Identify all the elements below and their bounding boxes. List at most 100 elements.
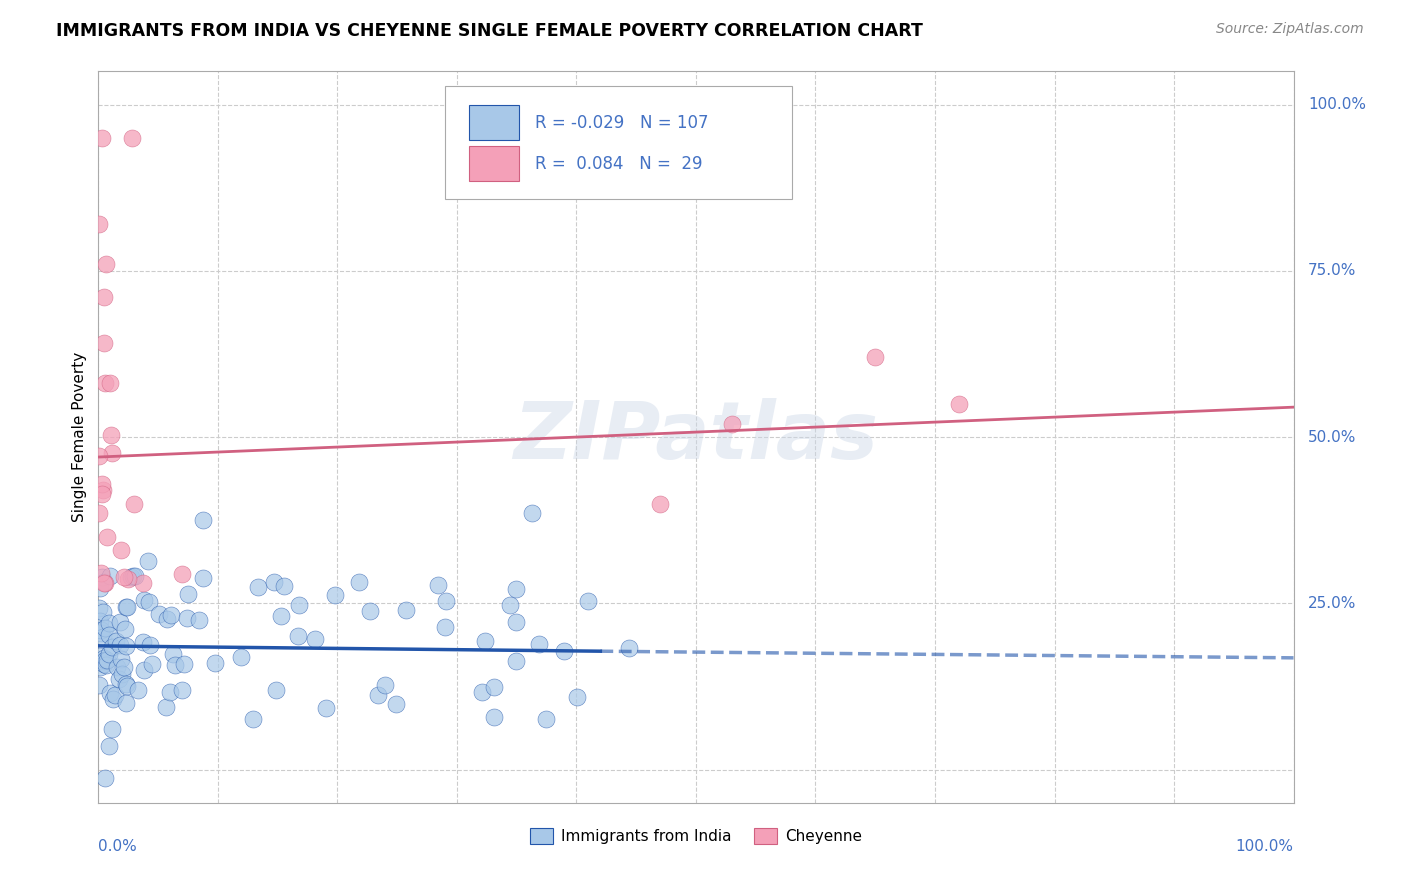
Point bbox=[94, 376, 117, 390]
Point bbox=[619, 640, 641, 655]
Point bbox=[114, 622, 136, 636]
Point bbox=[156, 612, 179, 626]
Point bbox=[90, 476, 112, 491]
Point bbox=[90, 625, 112, 640]
Point bbox=[91, 131, 114, 145]
Point bbox=[105, 660, 128, 674]
Point bbox=[89, 450, 111, 464]
Point bbox=[173, 657, 195, 671]
Point bbox=[103, 692, 125, 706]
Point bbox=[136, 554, 159, 568]
Point bbox=[101, 640, 124, 654]
Point bbox=[94, 771, 117, 785]
Point bbox=[141, 657, 163, 672]
Point bbox=[505, 654, 527, 668]
Point bbox=[124, 497, 146, 511]
FancyBboxPatch shape bbox=[446, 86, 792, 200]
Legend: Immigrants from India, Cheyenne: Immigrants from India, Cheyenne bbox=[524, 822, 868, 850]
Point bbox=[177, 587, 200, 601]
Point bbox=[191, 513, 214, 527]
Point bbox=[120, 570, 142, 584]
Text: 100.0%: 100.0% bbox=[1308, 97, 1365, 112]
Point bbox=[287, 629, 309, 643]
Point bbox=[94, 576, 117, 591]
Point bbox=[121, 568, 143, 582]
Point bbox=[138, 595, 160, 609]
Point bbox=[98, 739, 121, 754]
Point bbox=[112, 659, 135, 673]
Point bbox=[97, 647, 120, 661]
Point bbox=[115, 679, 138, 693]
Point bbox=[93, 290, 115, 304]
Point bbox=[948, 397, 970, 411]
Point bbox=[108, 639, 131, 653]
Point bbox=[104, 633, 127, 648]
Point bbox=[304, 632, 326, 646]
Point bbox=[101, 722, 124, 736]
Point bbox=[127, 682, 149, 697]
Point bbox=[172, 566, 194, 581]
Point bbox=[434, 620, 457, 634]
Text: IMMIGRANTS FROM INDIA VS CHEYENNE SINGLE FEMALE POVERTY CORRELATION CHART: IMMIGRANTS FROM INDIA VS CHEYENNE SINGLE… bbox=[56, 22, 924, 40]
Point bbox=[534, 712, 557, 726]
Text: 0.0%: 0.0% bbox=[98, 839, 138, 855]
Point bbox=[242, 712, 264, 726]
Point bbox=[110, 615, 132, 629]
Point bbox=[90, 623, 112, 637]
Point bbox=[97, 615, 120, 630]
Point bbox=[94, 658, 117, 673]
Point bbox=[359, 604, 381, 618]
Point bbox=[323, 588, 346, 602]
Point bbox=[108, 672, 131, 686]
Point bbox=[160, 608, 183, 623]
Point bbox=[522, 506, 544, 520]
Point bbox=[89, 649, 111, 664]
Point bbox=[482, 680, 505, 694]
Point bbox=[87, 678, 110, 692]
Point bbox=[132, 664, 155, 678]
Point bbox=[98, 628, 121, 642]
Point bbox=[111, 667, 134, 681]
Text: 100.0%: 100.0% bbox=[1236, 839, 1294, 855]
Point bbox=[273, 579, 295, 593]
Point bbox=[148, 607, 170, 621]
Point bbox=[89, 581, 111, 595]
Point bbox=[90, 566, 112, 580]
Point bbox=[270, 609, 292, 624]
Point bbox=[93, 653, 115, 667]
Text: R =  0.084   N =  29: R = 0.084 N = 29 bbox=[534, 154, 702, 172]
Point bbox=[499, 598, 522, 612]
Point bbox=[138, 639, 160, 653]
Point bbox=[132, 635, 155, 649]
Point bbox=[114, 639, 136, 653]
Point bbox=[114, 600, 136, 615]
Point bbox=[124, 569, 146, 583]
Point bbox=[94, 621, 117, 635]
Point bbox=[132, 576, 155, 591]
Point bbox=[93, 576, 115, 591]
Point bbox=[89, 506, 111, 520]
Point bbox=[98, 568, 121, 582]
Point bbox=[159, 684, 181, 698]
Point bbox=[264, 683, 287, 698]
Point bbox=[112, 570, 135, 584]
Point bbox=[110, 543, 132, 558]
Point bbox=[115, 696, 138, 710]
Point bbox=[134, 592, 156, 607]
Point bbox=[288, 598, 311, 612]
Point bbox=[91, 570, 114, 584]
Text: 50.0%: 50.0% bbox=[1308, 430, 1357, 444]
Point bbox=[98, 685, 121, 699]
Point bbox=[474, 634, 496, 648]
Point bbox=[247, 581, 270, 595]
Point bbox=[100, 427, 122, 442]
Point bbox=[115, 677, 138, 691]
Point bbox=[367, 689, 389, 703]
Point bbox=[89, 614, 111, 628]
Point bbox=[482, 710, 505, 724]
Point bbox=[394, 602, 416, 616]
Text: 75.0%: 75.0% bbox=[1308, 263, 1357, 278]
Point bbox=[204, 656, 226, 670]
Point bbox=[576, 593, 599, 607]
Y-axis label: Single Female Poverty: Single Female Poverty bbox=[72, 352, 87, 522]
